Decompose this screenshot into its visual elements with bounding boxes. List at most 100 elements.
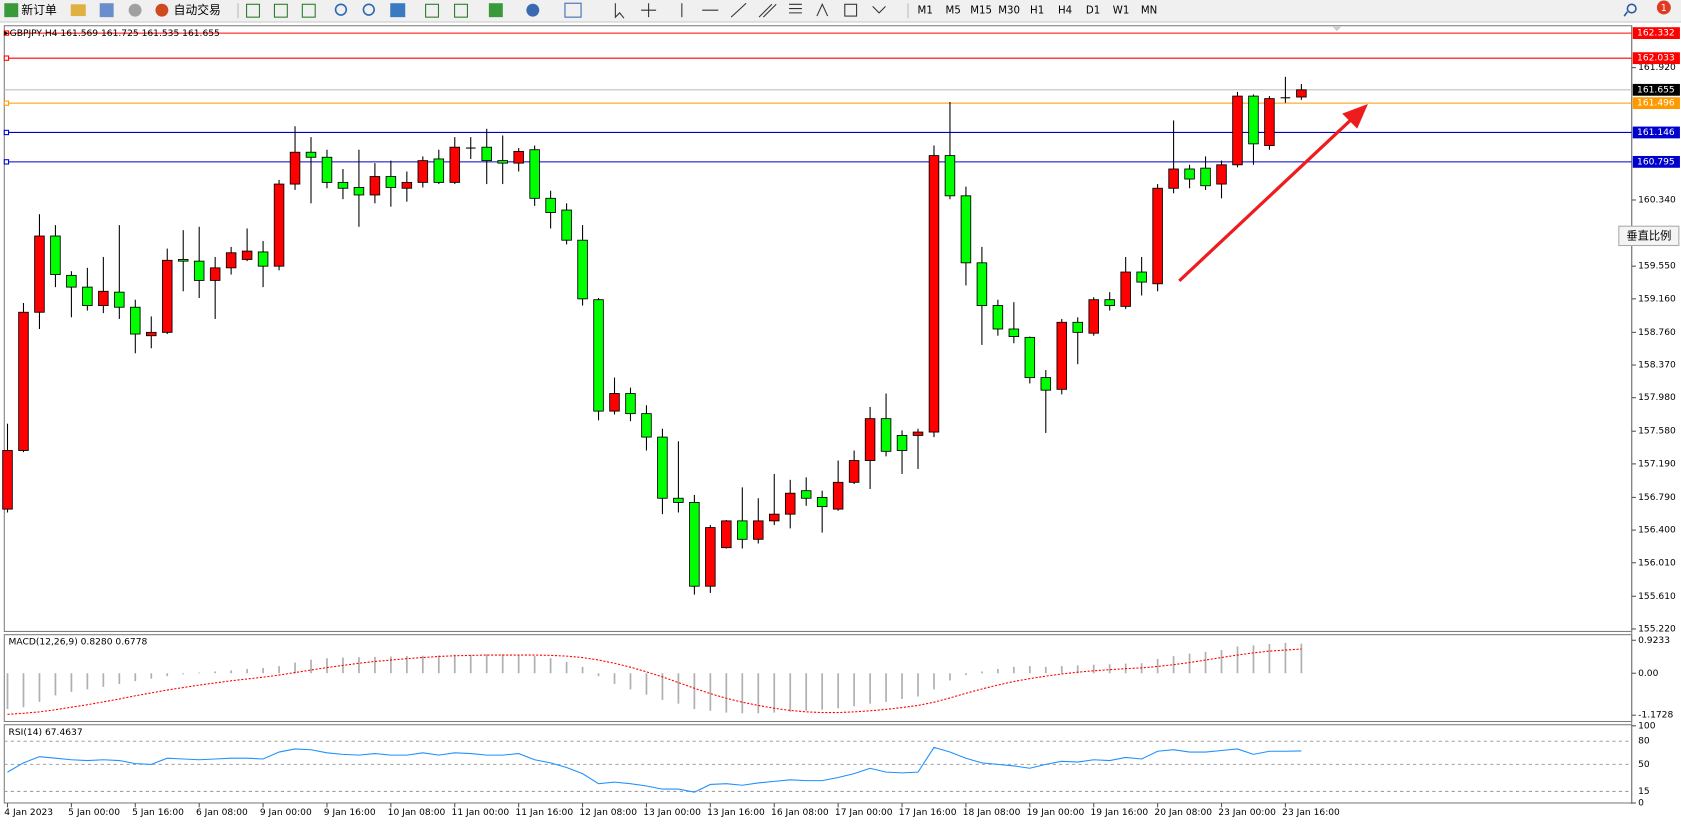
toolbar: 新订单 自动交易 M1 M5 M15 M30 H1 H4 D1 W1 MN 1 [0,0,1681,23]
ohlc-low: 161.535 [142,29,180,39]
candle-body [1056,321,1068,390]
line-chart-icon[interactable] [301,3,316,18]
timeframe-button[interactable]: D1 [1086,6,1100,17]
macd-tick-label: -1.1728 [1638,711,1673,721]
bar-chart-icon[interactable] [246,3,260,18]
candle-body [737,520,748,540]
scroll-icon[interactable] [425,3,440,18]
shift-icon[interactable] [454,3,468,18]
templates-icon[interactable] [564,2,582,18]
timeframe-button[interactable]: H1 [1030,6,1044,17]
y-tick-label: 159.160 [1638,294,1676,304]
y-tick-label: 159.550 [1638,262,1676,272]
candle-body [1152,187,1163,285]
candle-body [1168,168,1179,189]
timeframe-button[interactable]: H4 [1058,6,1072,17]
zoom-out-icon[interactable] [362,3,375,16]
candle-body [98,290,109,306]
macd-tick-label: 0.9233 [1638,636,1670,646]
level-handle [3,129,10,136]
candle-body [114,291,125,308]
scale-button[interactable] [1618,225,1680,247]
zoom-in-icon[interactable] [334,3,348,16]
macd-panel [3,634,1633,723]
y-tick-label: 161.920 [1638,63,1676,73]
candle-body [385,176,397,188]
level-label-bg [1632,126,1680,139]
candle-body [130,306,141,335]
trendline-icon[interactable] [730,2,747,18]
candle-body [1104,299,1115,306]
arrows-icon[interactable] [872,6,886,14]
candle-body [289,151,301,185]
y-tick-label: 157.980 [1638,393,1676,403]
timeframe-button[interactable]: W1 [1113,6,1130,17]
periods-icon[interactable] [526,3,540,17]
timeframe-button[interactable]: M5 [946,6,961,17]
candle-body [689,502,700,587]
auto-trading-icon[interactable] [155,3,169,17]
auto-trading-button[interactable]: 自动交易 [174,3,221,17]
search-icon-handle [1623,11,1629,17]
level-handle [3,159,10,165]
x-tick-label: 11 Jan 16:00 [515,808,573,818]
scale-button-label[interactable]: 垂直比例 [1626,228,1671,242]
cursor-icon[interactable] [614,3,625,19]
timeframe-button[interactable]: M15 [970,6,992,17]
price-panel [3,25,1633,632]
toolbar-icon[interactable] [99,3,114,18]
shift-marker [1332,26,1342,32]
rsi-title: RSI(14) 67.4637 [9,728,83,738]
x-tick-label: 17 Jan 00:00 [835,808,893,818]
search-icon[interactable] [1626,3,1637,14]
timeframe-button[interactable]: M30 [998,6,1020,17]
indicators-icon[interactable] [488,3,503,18]
label-icon[interactable] [844,3,858,17]
candle-body [1120,271,1131,307]
rsi-last: 67.4637 [45,728,83,738]
timeframe-button[interactable]: MN [1141,6,1157,17]
toolbar-icon[interactable] [128,3,142,17]
candle-body [353,186,365,196]
candle-chart-icon[interactable] [273,3,288,18]
macd-title: MACD(12,26,9) 0.8280 0.6778 [9,638,148,648]
candle-body [2,450,13,510]
candle-body [497,160,508,164]
crosshair-icon[interactable] [641,3,657,18]
x-tick-label: 5 Jan 16:00 [132,808,184,818]
candle-body [800,490,812,499]
candle-body [561,209,572,241]
toolbar-icon[interactable] [70,4,86,17]
fibo-icon[interactable] [789,3,802,14]
candle-body [1264,98,1275,146]
candle-body [241,250,253,260]
new-order-icon[interactable] [4,3,19,18]
x-tick-label: 6 Jan 08:00 [196,808,248,818]
candle-body [369,176,381,196]
level-handle [3,100,10,106]
x-tick-label: 19 Jan 16:00 [1091,808,1149,818]
candle-body [705,527,716,587]
candle-body [161,259,173,333]
candle-body [337,181,349,189]
candle-body [401,181,413,189]
current-price-label: 161.655 [1637,85,1675,95]
channel-icon[interactable] [758,3,777,18]
level-label: 161.146 [1637,128,1675,138]
candle-body [50,235,61,275]
y-tick-label: 156.790 [1638,493,1676,503]
rsi-name: RSI(14) [9,728,42,738]
x-tick-label: 12 Jan 08:00 [579,808,637,818]
notification-badge[interactable] [1656,0,1671,15]
tile-icon[interactable] [390,3,406,18]
candle-body [577,239,588,300]
new-order-button[interactable]: 新订单 [21,3,57,17]
candle-body [1008,328,1020,337]
timeframe-button[interactable]: M1 [918,6,933,17]
level-label: 160.795 [1637,157,1675,167]
candle-body [896,434,908,451]
candle-body [18,311,29,451]
text-icon[interactable] [816,2,829,17]
candle-body [417,160,429,183]
